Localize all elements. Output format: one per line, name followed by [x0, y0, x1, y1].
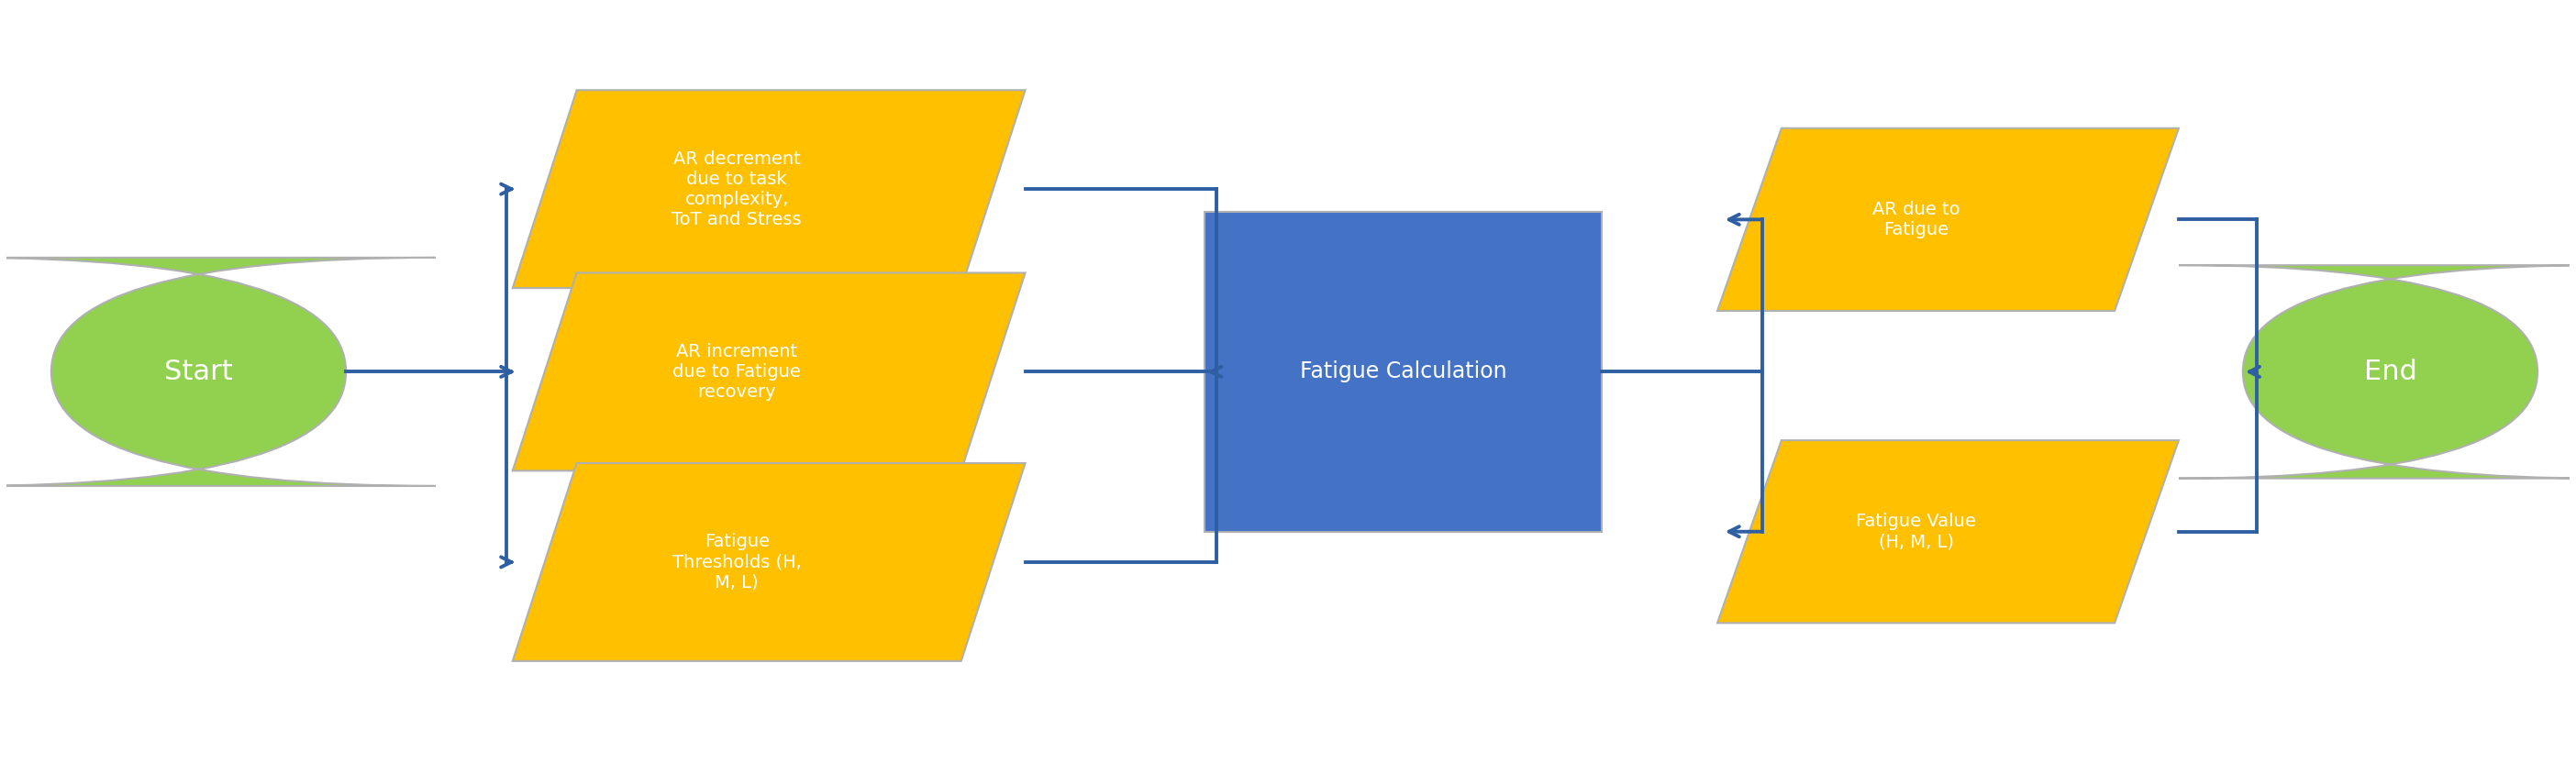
- Text: AR decrement
due to task
complexity,
ToT and Stress: AR decrement due to task complexity, ToT…: [672, 150, 801, 228]
- Text: End: End: [2365, 358, 2416, 385]
- Polygon shape: [1718, 440, 2179, 623]
- FancyBboxPatch shape: [0, 258, 435, 486]
- Text: AR due to
Fatigue: AR due to Fatigue: [1873, 200, 1960, 238]
- FancyBboxPatch shape: [1206, 212, 1602, 532]
- Polygon shape: [513, 272, 1025, 471]
- Polygon shape: [1718, 128, 2179, 311]
- Text: Start: Start: [165, 358, 232, 385]
- Text: AR increment
due to Fatigue
recovery: AR increment due to Fatigue recovery: [672, 343, 801, 401]
- Polygon shape: [513, 90, 1025, 288]
- Text: Fatigue
Thresholds (H,
M, L): Fatigue Thresholds (H, M, L): [672, 533, 801, 591]
- Text: Fatigue Calculation: Fatigue Calculation: [1301, 361, 1507, 383]
- Polygon shape: [513, 463, 1025, 661]
- FancyBboxPatch shape: [2179, 265, 2576, 478]
- Text: Fatigue Value
(H, M, L): Fatigue Value (H, M, L): [1855, 513, 1976, 550]
